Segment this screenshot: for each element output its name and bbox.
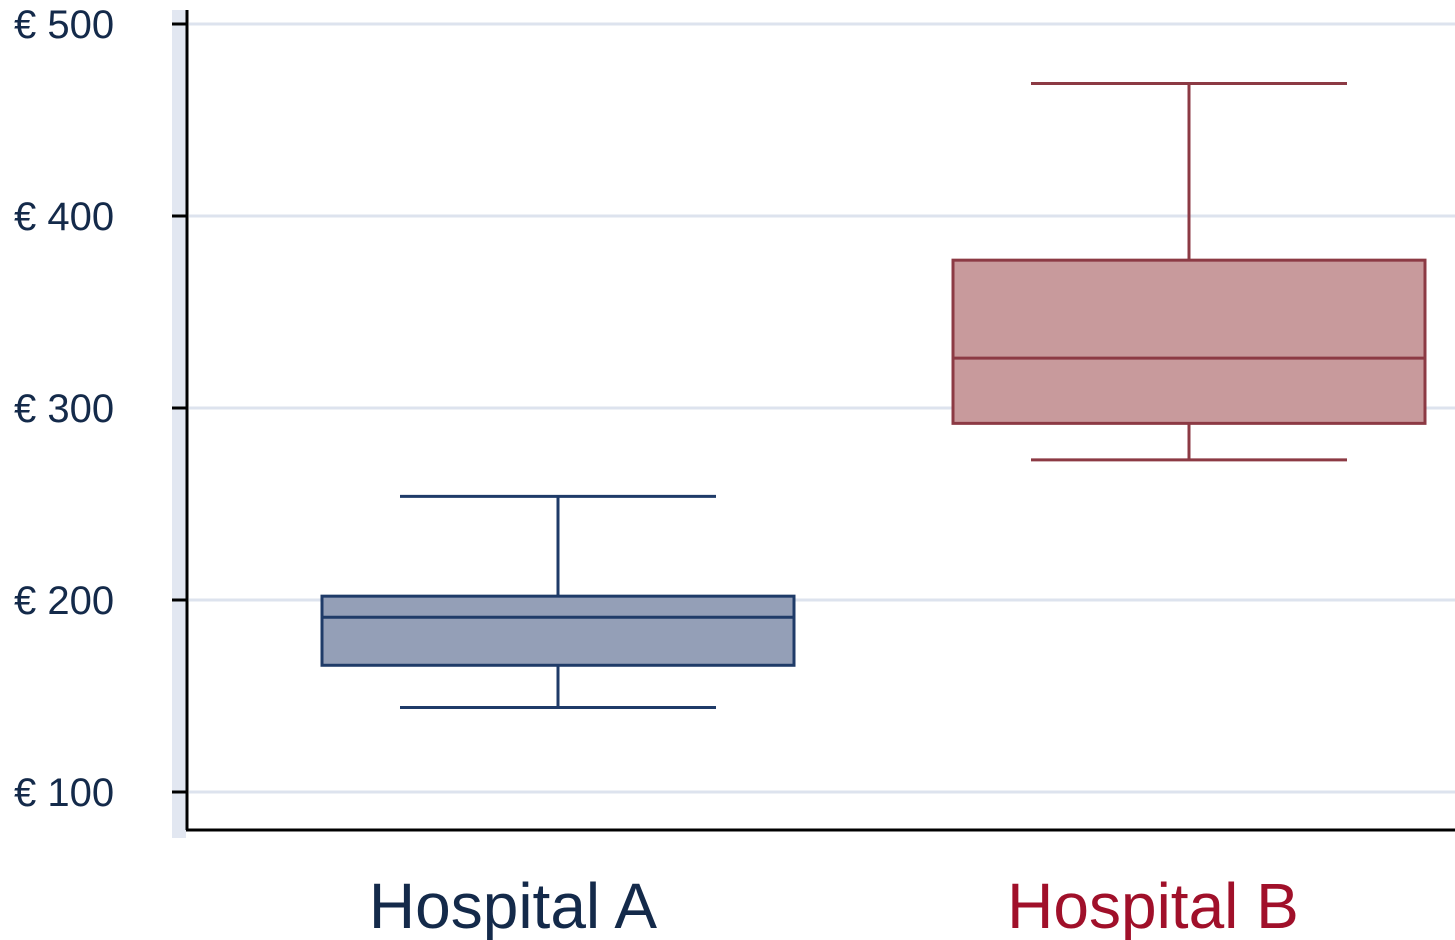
x-axis-category-labels: Hospital A Hospital B <box>369 870 1299 940</box>
y-axis-band <box>172 10 186 838</box>
x-category-label: Hospital A <box>369 870 657 940</box>
box-1 <box>320 494 796 710</box>
y-tick-label: € 400 <box>14 195 114 239</box>
y-tick-label: € 300 <box>14 387 114 431</box>
y-axis-ticks: € 100 € 200 € 300 € 400 € 500 <box>14 3 187 815</box>
box-2 <box>951 82 1427 462</box>
boxes <box>320 82 1427 710</box>
y-tick-label: € 500 <box>14 3 114 47</box>
x-category-label: Hospital B <box>1007 870 1299 940</box>
y-tick-label: € 100 <box>14 771 114 815</box>
interquartile-box <box>951 258 1427 425</box>
y-tick-label: € 200 <box>14 579 114 623</box>
interquartile-box <box>320 594 796 667</box>
